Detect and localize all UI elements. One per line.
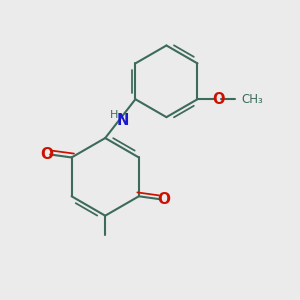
Text: N: N (116, 112, 129, 128)
Text: O: O (40, 147, 53, 162)
Text: O: O (212, 92, 225, 107)
Text: CH₃: CH₃ (242, 93, 263, 106)
Text: O: O (158, 192, 170, 207)
Text: H: H (110, 110, 118, 120)
